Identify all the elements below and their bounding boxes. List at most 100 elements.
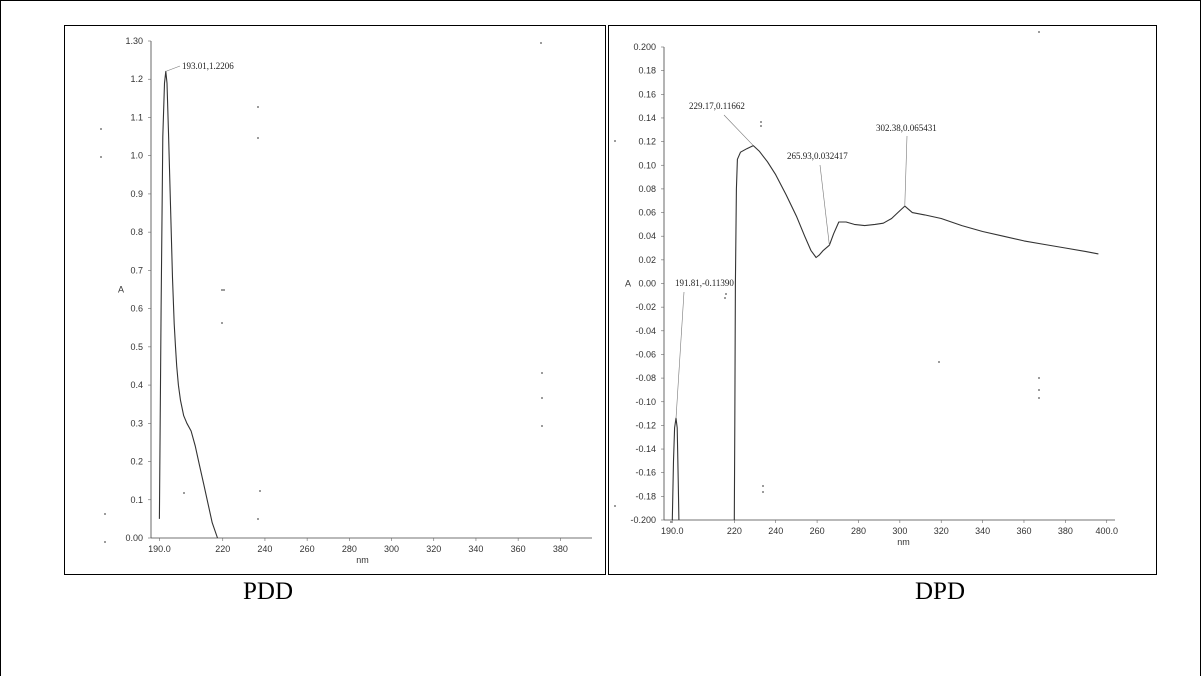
scan-speck	[257, 137, 259, 139]
y-tick-label: 0.00	[125, 533, 143, 543]
scan-speck	[670, 521, 672, 523]
y-tick-label: 1.30	[125, 36, 143, 46]
x-tick-label: 260	[300, 544, 315, 554]
x-tick-label: 320	[934, 526, 949, 536]
scan-speck	[541, 372, 543, 374]
y-tick-label: 0.6	[130, 304, 143, 314]
x-tick-label: 190.0	[661, 526, 684, 536]
scan-speck	[257, 518, 259, 520]
scan-speck	[100, 128, 102, 130]
x-tick-label: 220	[727, 526, 742, 536]
y-tick-label: 0.08	[638, 184, 656, 194]
y-tick-label: 0.12	[638, 137, 656, 147]
peak-annotation: 191.81,-0.11390	[675, 278, 734, 288]
y-tick-label: 0.1	[130, 495, 143, 505]
scan-speck	[221, 289, 223, 291]
y-tick-label: -0.02	[635, 302, 656, 312]
scan-speck	[223, 289, 225, 291]
x-tick-label: 380	[553, 544, 568, 554]
y-tick-label: 1.0	[130, 151, 143, 161]
x-tick-label: 380	[1058, 526, 1073, 536]
dpd-spectrum-chart: -0.200 -0.18 -0.16 -0.14 -0.12 -0.10 -0.08 -0.0…	[614, 31, 1118, 547]
y-tick-label: 0.06	[638, 208, 656, 218]
y-tick-label: -0.08	[635, 373, 656, 383]
scan-speck	[541, 397, 543, 399]
y-tick-label: -0.18	[635, 491, 656, 501]
scan-speck	[104, 513, 106, 515]
y-tick-label: 0.10	[638, 160, 656, 170]
y-tick-label: 0.8	[130, 227, 143, 237]
peak-annotation: 265.93,0.032417	[787, 151, 848, 161]
x-tick-label: 300	[892, 526, 907, 536]
x-axis-title: nm	[356, 555, 369, 565]
y-tick-label: -0.10	[635, 397, 656, 407]
x-tick-label: 360	[511, 544, 526, 554]
scan-speck	[614, 140, 616, 142]
y-tick-label: -0.12	[635, 420, 656, 430]
scan-speck	[760, 121, 762, 123]
scan-speck	[762, 485, 764, 487]
x-tick-label: 220	[215, 544, 230, 554]
annotation-leader	[819, 164, 830, 246]
y-tick-label: 0.7	[130, 265, 143, 275]
scan-speck	[760, 125, 762, 127]
scan-speck	[938, 361, 940, 363]
scan-speck	[541, 425, 543, 427]
peak-annotation: 302.38,0.065431	[876, 123, 937, 133]
x-tick-label: 360	[1016, 526, 1031, 536]
dpd-spectrum-panel: -0.200 -0.18 -0.16 -0.14 -0.12 -0.10 -0.08 -0.0…	[608, 25, 1157, 575]
annotation-leader	[165, 65, 181, 72]
scan-speck	[762, 491, 764, 493]
y-tick-label: -0.200	[630, 515, 656, 525]
annotation-leader	[675, 291, 685, 419]
y-tick-label: -0.06	[635, 349, 656, 359]
scan-speck	[724, 297, 726, 299]
x-tick-label: 340	[468, 544, 483, 554]
annotation-leader	[723, 114, 754, 146]
y-tick-label: 0.02	[638, 255, 656, 265]
x-axis-title: nm	[897, 537, 910, 547]
scan-speck	[1038, 397, 1040, 399]
x-tick-label: 400.0	[1095, 526, 1118, 536]
scan-speck	[725, 293, 727, 295]
x-tick-label: 280	[342, 544, 357, 554]
y-tick-label: 0.16	[638, 89, 656, 99]
scan-speck	[614, 505, 616, 507]
scan-speck	[1038, 377, 1040, 379]
x-tick-label: 340	[975, 526, 990, 536]
y-tick-label: 0.04	[638, 231, 656, 241]
x-tick-label: 300	[384, 544, 399, 554]
x-tick-label: 280	[851, 526, 866, 536]
x-tick-label: 320	[426, 544, 441, 554]
y-tick-label: 0.18	[638, 66, 656, 76]
peak-annotation: 229.17,0.11662	[689, 101, 745, 111]
scan-speck	[1038, 31, 1040, 33]
y-tick-label: 0.14	[638, 113, 656, 123]
x-tick-label: 260	[810, 526, 825, 536]
x-tick-label: 240	[768, 526, 783, 536]
y-tick-label: -0.04	[635, 326, 656, 336]
peak-annotation: 193.01,1.2206	[182, 61, 234, 71]
y-tick-label: 0.9	[130, 189, 143, 199]
y-tick-label: -0.14	[635, 444, 656, 454]
annotation-leader	[904, 135, 908, 207]
dpd-caption: DPD	[915, 578, 966, 605]
pdd-spectrum-chart: 0.00 0.1 0.2 0.3 0.4 0.5 0.6 0.7 0.8 0.9 1.0 1.1 1.2…	[100, 36, 592, 565]
scan-speck	[259, 490, 261, 492]
y-tick-label: 1.2	[130, 74, 143, 84]
y-tick-label: -0.16	[635, 468, 656, 478]
y-axis-title: A	[625, 279, 631, 289]
spectrum-line-1	[158, 70, 219, 539]
scan-speck	[540, 42, 542, 44]
x-tick-label: 190.0	[148, 544, 171, 554]
y-tick-label: 0.200	[633, 42, 656, 52]
scan-speck	[221, 322, 223, 324]
x-tick-label: 240	[257, 544, 272, 554]
scan-speck	[100, 156, 102, 158]
y-tick-label: 1.1	[130, 112, 143, 122]
scan-speck	[104, 541, 106, 543]
pdd-spectrum-panel: 0.00 0.1 0.2 0.3 0.4 0.5 0.6 0.7 0.8 0.9 1.0 1.1 1.2…	[64, 25, 606, 575]
y-tick-label: 0.3	[130, 418, 143, 428]
y-tick-label: 0.5	[130, 342, 143, 352]
y-tick-label: 0.00	[638, 279, 656, 289]
